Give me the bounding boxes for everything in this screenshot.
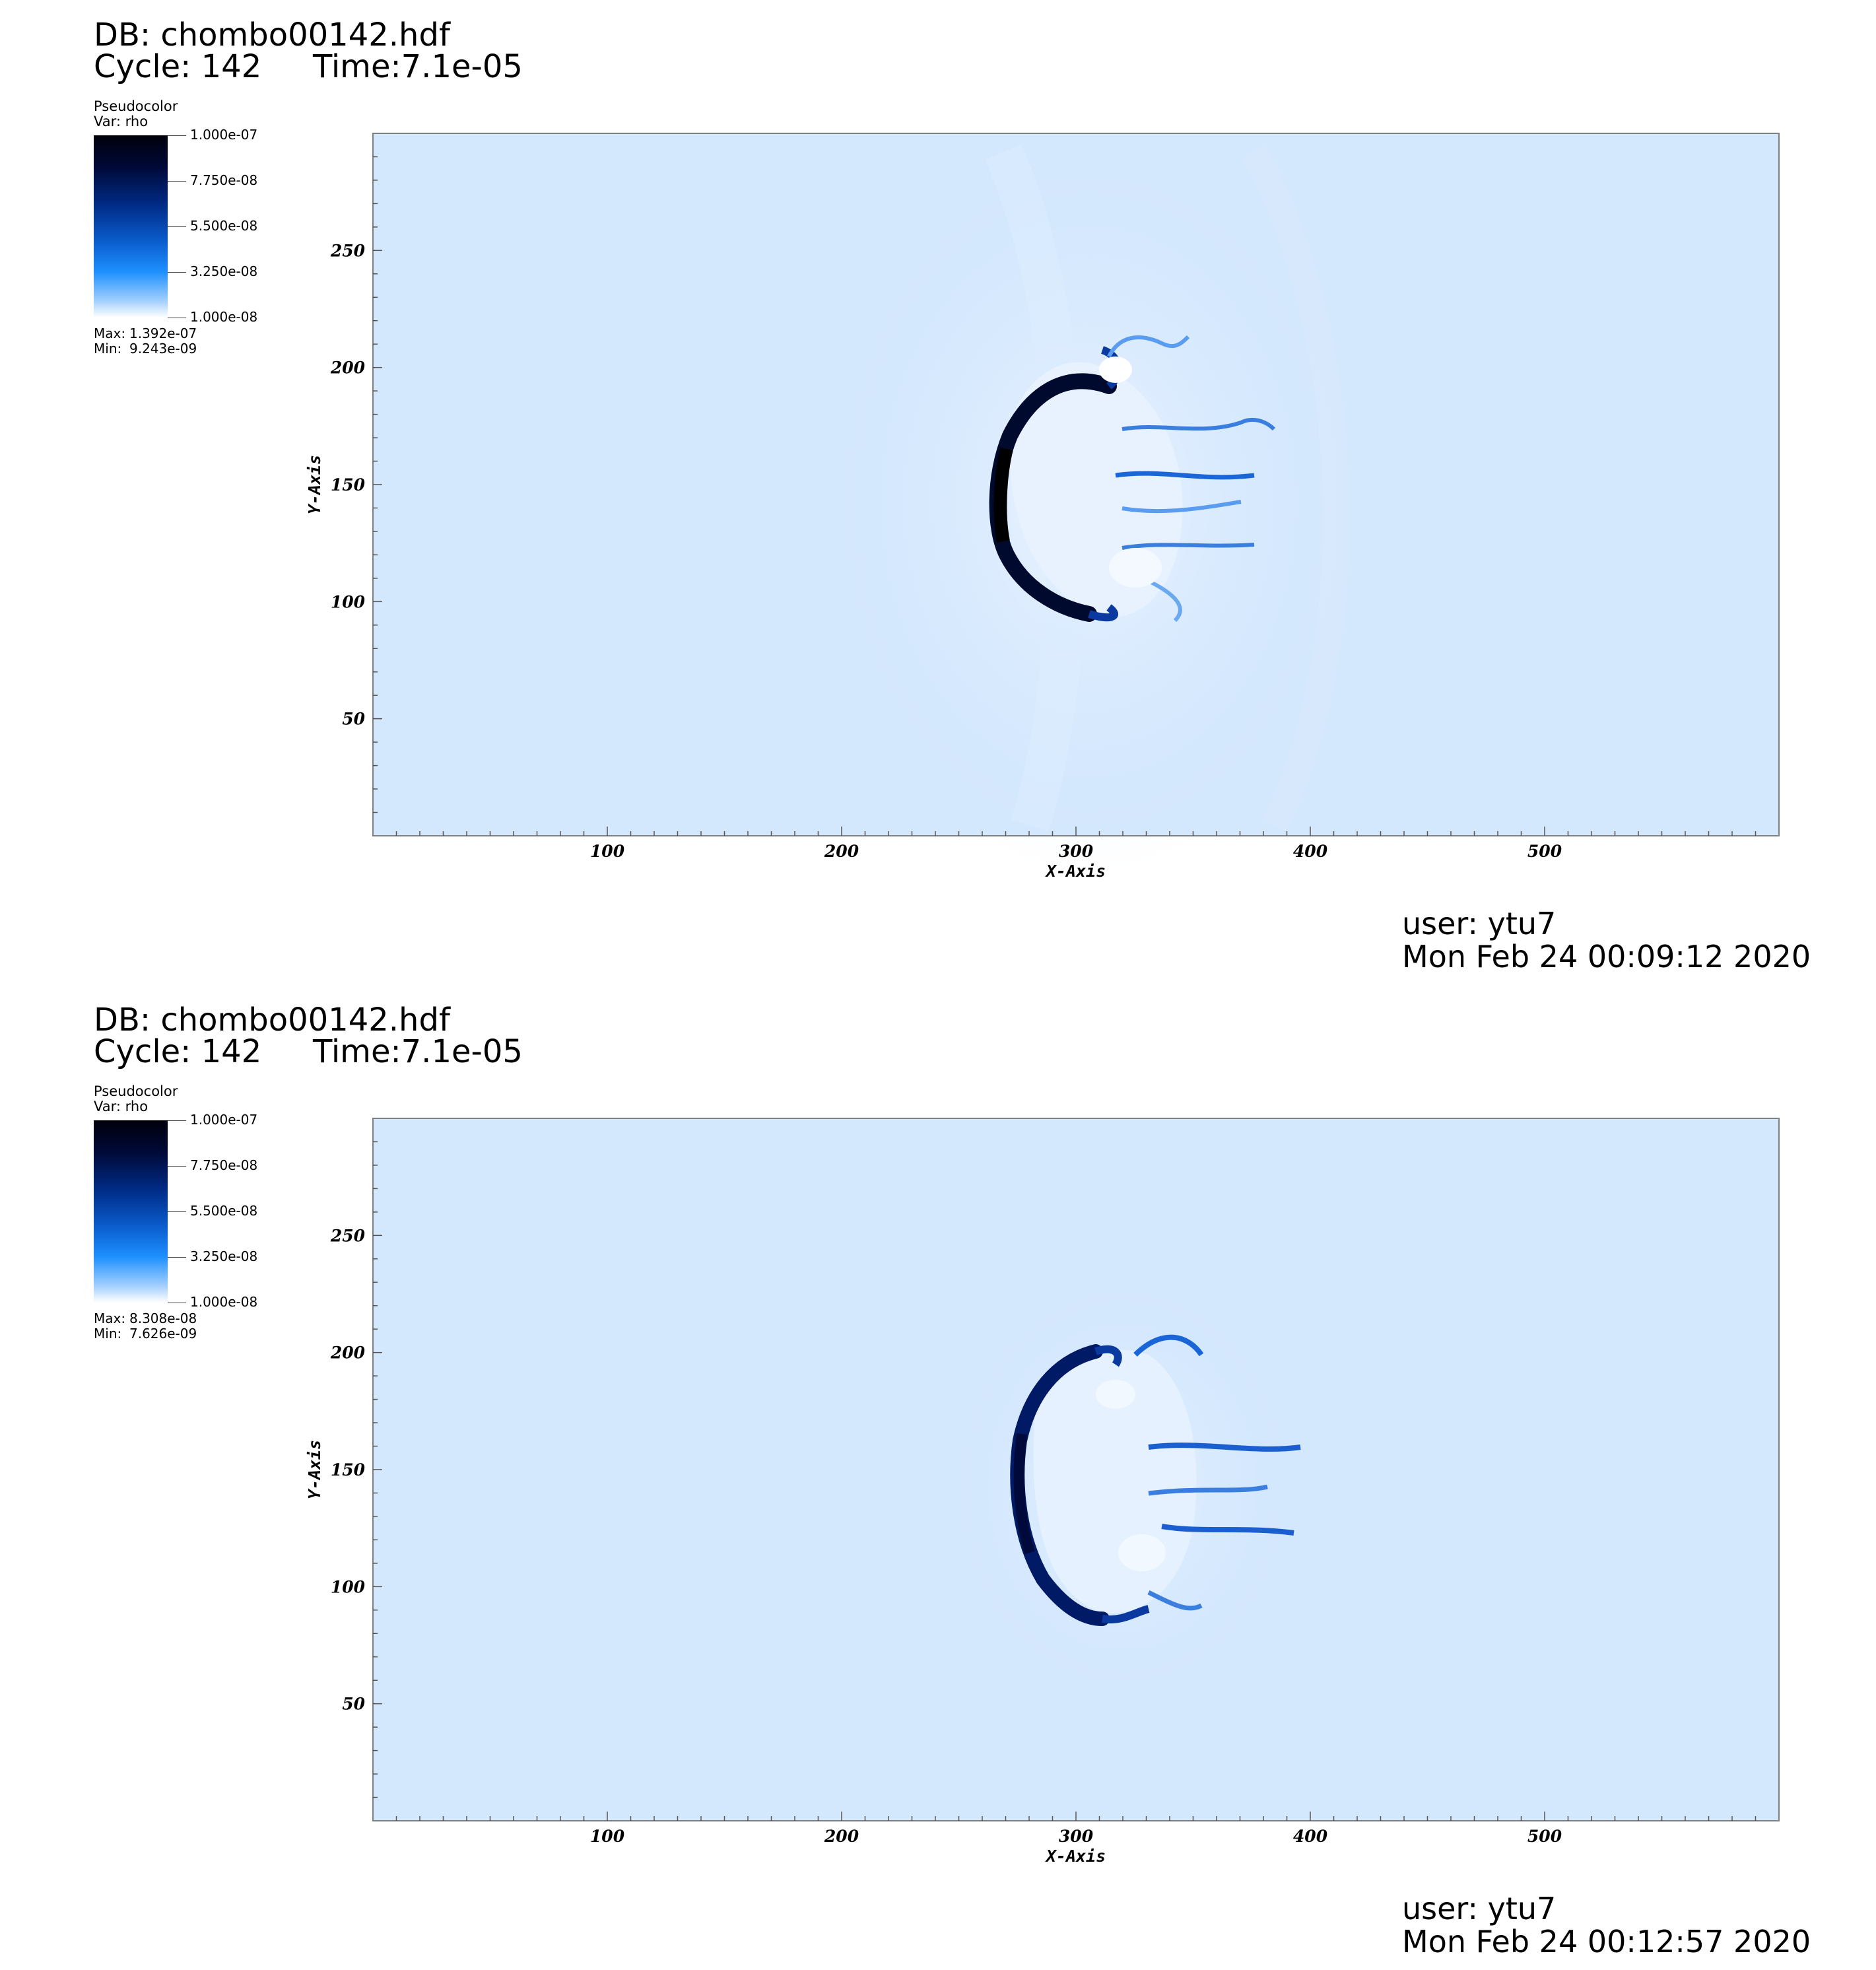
filament: [1161, 1524, 1294, 1536]
filament: [1115, 471, 1255, 480]
y-tick-label: 150: [331, 1460, 366, 1479]
date-label: Mon Feb 24 00:09:12 2020: [1402, 939, 1811, 974]
x-tick-label: 100: [590, 842, 625, 861]
colorbar-label: 7.750e-08: [190, 172, 258, 188]
x-tick-label: 200: [824, 842, 859, 861]
colorbar-label: 1.000e-07: [190, 1112, 258, 1128]
x-tick-label: 300: [1059, 842, 1094, 861]
y-tick-label: 50: [342, 710, 365, 729]
legend-variable: Var: rho: [94, 1099, 149, 1114]
legend-title: Pseudocolor: [94, 1083, 178, 1099]
axes: 100 200 300 400 500 50 100 150 200 250 X-Axis Y-Axi…: [305, 156, 1757, 881]
filament: [1148, 1484, 1268, 1496]
cycle-label: Cycle: 142: [94, 1033, 262, 1070]
light-pocket: [1118, 1534, 1166, 1571]
colorbar-tick: [168, 135, 186, 136]
plot-panel-1: DB: chombo00142.hdf Cycle: 142 Time:7.1e…: [94, 17, 1811, 974]
filament: [1122, 500, 1242, 514]
max-label: Max:: [94, 1310, 126, 1326]
colorbar-tick: [168, 1120, 186, 1121]
filament: [1122, 417, 1276, 431]
filament: [1133, 1334, 1204, 1357]
legend-title: Pseudocolor: [94, 98, 178, 114]
cycle-label: Cycle: 142: [94, 48, 262, 85]
y-tick-label: 250: [330, 1226, 366, 1245]
user-label: user: ytu7: [1402, 906, 1557, 941]
dense-core: [993, 447, 1013, 543]
time-label: Time:7.1e-05: [313, 1033, 523, 1070]
colorbar-tick: [168, 1257, 186, 1258]
colorbar: [94, 1120, 168, 1303]
date-label: Mon Feb 24 00:12:57 2020: [1402, 1924, 1811, 1959]
filament: [1122, 543, 1255, 550]
plot-area: 100 200 300 400 500 50 100 150 200 250 X-Axis Y-Axi…: [305, 1118, 1780, 1866]
colorbar-label: 5.500e-08: [190, 218, 258, 234]
colorbar-tick: [168, 226, 186, 227]
y-tick-label: 50: [342, 1695, 365, 1714]
legend-max: Max: 1.392e-07: [94, 325, 197, 341]
y-axis-label: Y-Axis: [305, 455, 324, 514]
time-label: Time:7.1e-05: [313, 48, 523, 85]
x-tick-label: 300: [1059, 1827, 1094, 1846]
min-value: 9.243e-09: [129, 341, 197, 357]
front-tail: [1088, 604, 1118, 622]
colorbar: [94, 135, 168, 318]
light-pocket: [1099, 357, 1132, 383]
colorbar-label: 7.750e-08: [190, 1157, 258, 1173]
x-tick-label: 400: [1293, 1827, 1328, 1846]
y-tick-label: 150: [331, 475, 366, 494]
cycle-line: Cycle: 142 Time:7.1e-05: [94, 48, 523, 85]
plot-panel-2: DB: chombo00142.hdf Cycle: 142 Time:7.1e…: [0, 985, 1876, 1970]
colorbar-tick: [168, 181, 186, 182]
y-tick-label: 250: [330, 241, 366, 260]
max-value: 8.308e-08: [129, 1310, 197, 1326]
min-label: Min:: [94, 1326, 122, 1342]
legend-min: Min: 9.243e-09: [94, 341, 197, 357]
axes: 100 200 300 400 500 50 100 150 200 250 X-Axis Y-Axi…: [305, 1141, 1757, 1866]
dense-core: [1013, 1433, 1035, 1555]
colorbar-label: 3.250e-08: [190, 263, 258, 279]
colorbar-label: 1.000e-08: [190, 1294, 258, 1310]
plot-area: 100 200 300 400 500 50 100 150 200 250 X-Axis Y-Axi…: [305, 132, 1780, 881]
legend-max: Max: 8.308e-08: [94, 1310, 197, 1326]
min-value: 7.626e-09: [129, 1326, 197, 1342]
db-title: DB: chombo00142.hdf: [94, 17, 450, 53]
x-tick-label: 200: [824, 1827, 859, 1846]
max-label: Max:: [94, 325, 126, 341]
filament: [1147, 1590, 1203, 1611]
x-tick-label: 100: [590, 1827, 625, 1846]
db-title: DB: chombo00142.hdf: [94, 1002, 450, 1038]
x-tick-label: 400: [1293, 842, 1328, 861]
colorbar-tick: [168, 1211, 186, 1212]
colorbar-label: 1.000e-07: [190, 127, 258, 143]
filament: [1148, 1443, 1301, 1452]
colorbar-tick: [168, 272, 186, 273]
front-tail: [1094, 1345, 1122, 1367]
x-axis-label: X-Axis: [1045, 862, 1106, 881]
front-tail: [1102, 1605, 1150, 1623]
y-tick-label: 200: [330, 1343, 366, 1363]
x-axis-label: X-Axis: [1045, 1847, 1106, 1866]
min-label: Min:: [94, 341, 122, 357]
y-axis-label: Y-Axis: [305, 1440, 324, 1499]
colorbar-tick: [168, 1166, 186, 1167]
x-tick-label: 500: [1527, 842, 1562, 861]
wave-front: [1242, 145, 1350, 832]
y-tick-label: 100: [331, 592, 366, 611]
max-value: 1.392e-07: [129, 325, 197, 341]
legend-variable: Var: rho: [94, 114, 149, 129]
colorbar-label: 1.000e-08: [190, 309, 258, 325]
y-tick-label: 200: [330, 358, 366, 378]
filament: [1147, 579, 1182, 623]
y-tick-label: 100: [331, 1577, 366, 1596]
filament: [1107, 335, 1190, 358]
colorbar-label: 3.250e-08: [190, 1248, 258, 1264]
colorbar-label: 5.500e-08: [190, 1203, 258, 1219]
x-tick-label: 500: [1527, 1827, 1562, 1846]
cycle-line: Cycle: 142 Time:7.1e-05: [94, 1033, 523, 1070]
light-pocket: [1096, 1380, 1135, 1409]
legend-min: Min: 7.626e-09: [94, 1326, 197, 1342]
user-label: user: ytu7: [1402, 1891, 1557, 1926]
light-pocket: [1109, 548, 1162, 588]
